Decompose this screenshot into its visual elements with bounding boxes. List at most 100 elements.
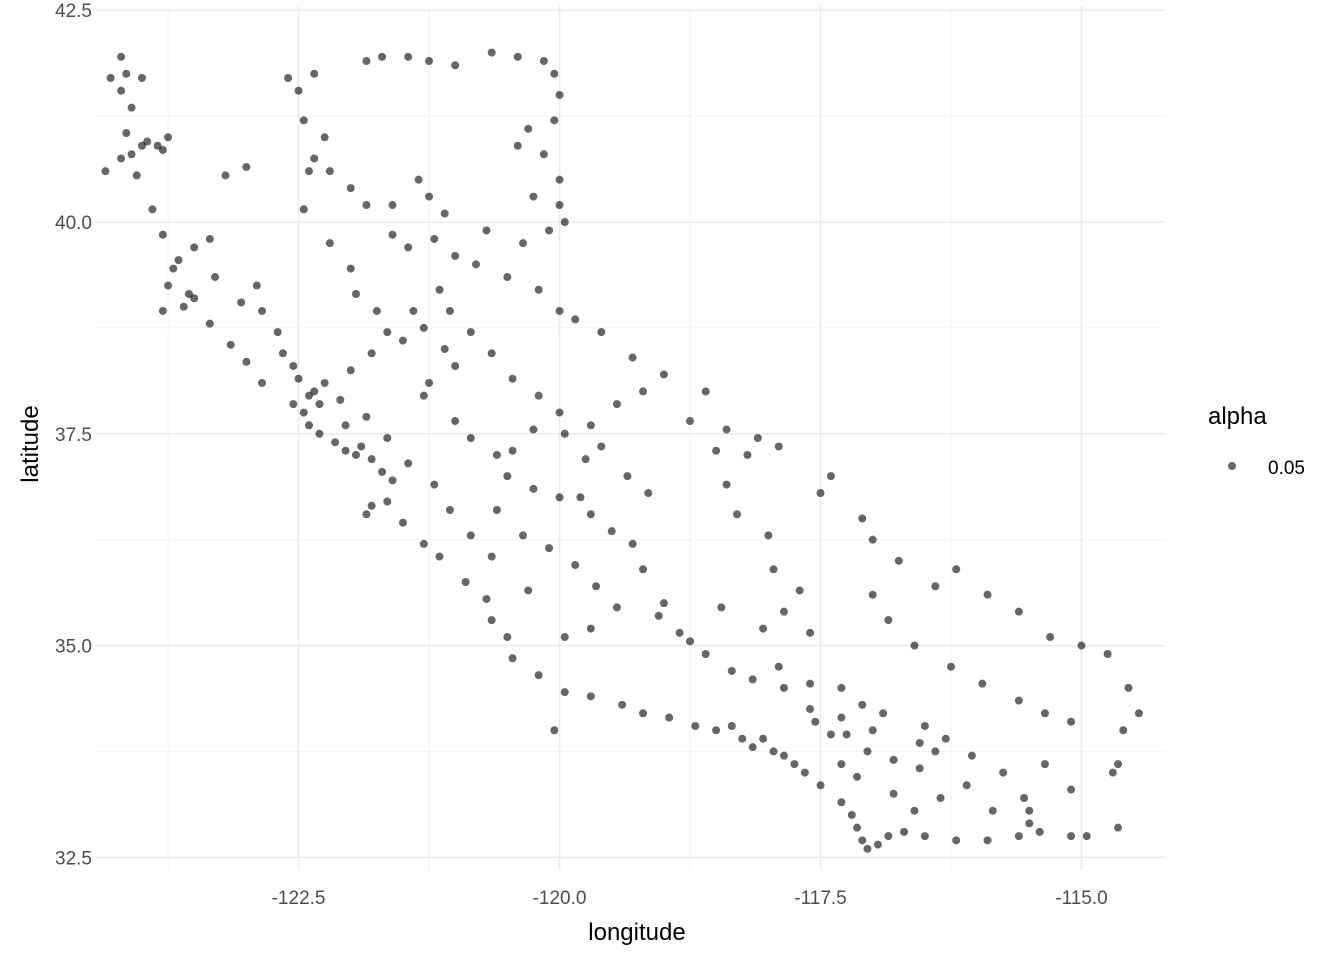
data-point [717,603,726,612]
data-point [289,400,298,409]
data-point [545,544,554,553]
data-point [644,489,653,498]
data-point [597,328,606,337]
data-point [367,349,376,358]
data-point [143,137,152,146]
data-point [419,323,428,332]
data-point [1046,633,1055,642]
data-point [665,713,674,722]
data-point [1114,823,1123,832]
x-tick-label: -117.5 [794,888,846,909]
data-point [299,408,308,417]
data-point [779,607,788,616]
y-axis-tick-labels: 32.5 35.0 37.5 40.0 42.5 [55,1,92,869]
data-point [727,722,736,730]
data-point [952,565,961,574]
data-point [868,590,877,599]
data-point [889,755,898,764]
data-point [952,836,961,845]
data-point [539,150,548,159]
data-point [675,628,684,637]
data-point [1067,717,1076,726]
x-tick-label: -115.0 [1055,888,1107,909]
data-point [534,391,543,400]
data-point [294,374,303,383]
legend: alpha 0.05 [1208,403,1305,479]
data-point [242,357,251,366]
data-point [1077,641,1086,650]
data-point [748,743,757,752]
data-point [858,836,867,845]
data-point [414,175,423,184]
data-point [738,734,747,743]
data-point [618,700,627,709]
data-point [508,654,517,663]
data-point [701,387,710,396]
data-point [560,688,569,697]
data-point [1082,832,1091,841]
data-point [722,480,731,489]
data-point [445,506,454,514]
data-point [404,243,413,252]
data-point [900,827,909,836]
data-point [492,506,501,514]
legend-entry-label: 0.05 [1268,458,1305,479]
data-point [524,124,533,133]
data-point [346,264,355,273]
y-axis-title: latitude [17,405,44,482]
data-point [837,760,846,769]
data-point [722,425,731,434]
data-point [367,455,376,464]
x-axis-tick-labels: -122.5 -120.0 -117.5 -115.0 [272,888,1108,909]
data-point [127,150,136,159]
data-point [404,52,413,61]
data-point [305,391,313,400]
data-point [341,446,350,455]
data-point [472,260,481,269]
data-point [529,484,538,493]
data-point [759,624,768,633]
data-point [555,408,564,417]
data-point [879,709,888,718]
data-point [884,832,893,841]
data-point [894,556,903,565]
data-point [800,768,809,777]
y-tick-label: 37.5 [55,425,92,446]
data-point [853,823,862,832]
data-point [811,717,820,726]
data-point [362,57,371,66]
data-point [691,722,700,730]
data-point [1025,806,1034,815]
data-point [158,146,167,154]
data-point [503,273,512,282]
data-point [592,582,601,591]
data-point [451,251,460,260]
data-point [299,116,308,125]
data-point [560,633,569,642]
data-point [931,582,940,591]
data-point [482,594,491,603]
data-point [936,794,945,802]
data-point [336,395,345,404]
data-point [305,167,313,176]
data-point [915,764,924,773]
data-point [487,349,496,358]
data-point [226,340,235,349]
data-point [367,501,376,510]
data-point [863,844,872,853]
data-point [362,510,371,519]
data-point [628,353,637,362]
data-point [790,760,799,769]
data-point [1108,768,1117,777]
data-point [122,129,131,138]
data-point [639,387,648,396]
data-point [440,209,449,218]
data-point [1119,726,1128,735]
data-point [346,184,355,193]
data-point [106,74,115,82]
data-point [806,679,815,688]
legend-key-point [1228,462,1236,470]
data-point [816,781,825,790]
data-point [837,798,846,807]
data-point [795,586,804,595]
